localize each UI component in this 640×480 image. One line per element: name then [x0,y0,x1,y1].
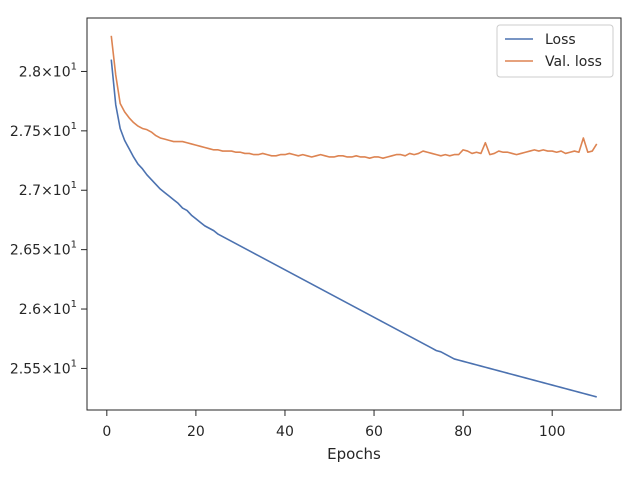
y-tick-label: 2.55×101 [10,358,77,377]
y-tick-label: 2.65×101 [10,240,77,259]
x-tick-label: 100 [539,424,566,440]
y-tick-label: 2.75×101 [10,121,77,140]
x-tick-label: 0 [102,424,111,440]
y-axis-ticks: 2.55×101 2.6×101 2.65×101 2.7×101 2.75×101 2.… [10,61,87,377]
legend-label: Loss [545,32,576,48]
x-tick-label: 40 [276,424,294,440]
y-tick-label: 2.6×101 [19,299,77,318]
axes-frame [86,17,622,411]
x-axis-label: Epochs [327,445,381,463]
series-line-loss [110,59,597,398]
series-lines [110,35,598,398]
legend-box [496,24,614,78]
series-line-val-loss [110,35,598,159]
x-axis-ticks: 0 20 40 60 80 100 [102,410,566,440]
legend-label: Val. loss [545,54,602,70]
x-tick-label: 20 [187,424,205,440]
y-tick-label: 2.8×101 [19,61,77,80]
x-tick-label: 80 [454,424,472,440]
x-tick-label: 60 [365,424,383,440]
y-tick-label: 2.7×101 [19,180,77,199]
legend: Loss Val. loss [496,24,614,78]
